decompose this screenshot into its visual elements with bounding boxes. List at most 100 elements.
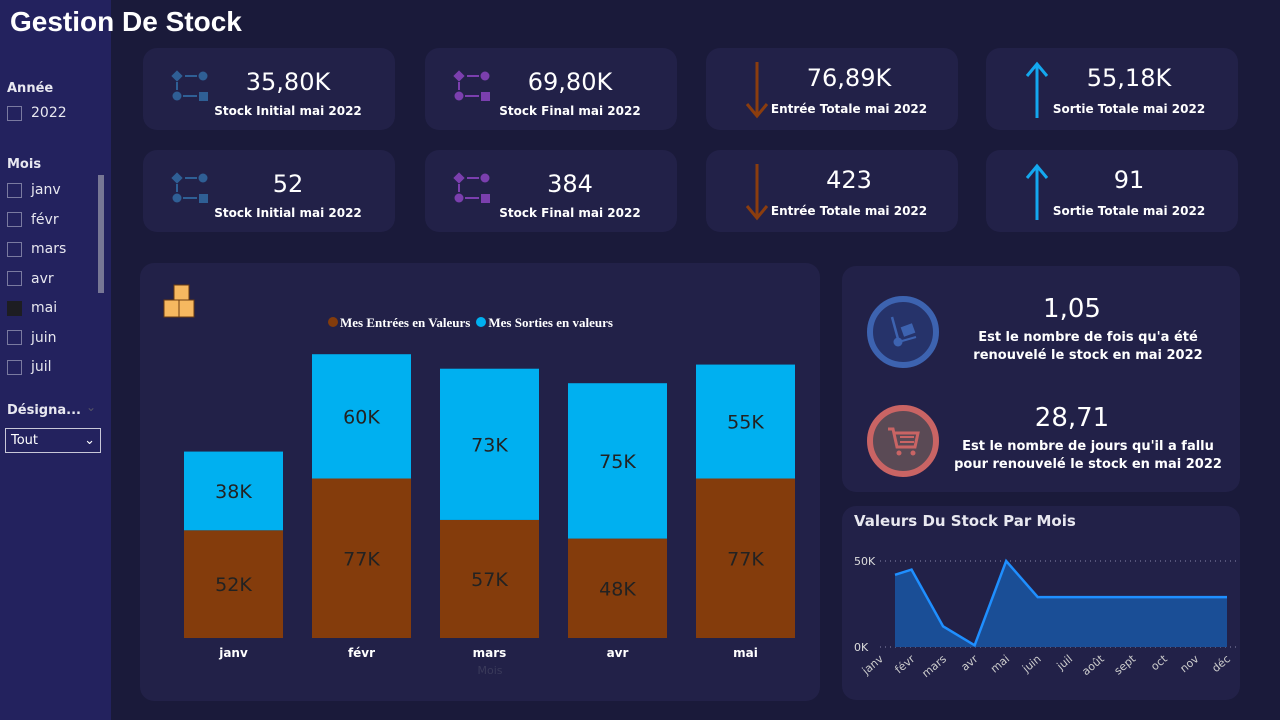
kpi-card: 35,80K Stock Initial mai 2022	[143, 48, 395, 130]
flow-icon	[453, 170, 491, 210]
filter-item-label: juin	[31, 329, 57, 346]
kpi-label: Stock Final mai 2022	[499, 104, 641, 118]
kpi-card: 69,80K Stock Final mai 2022	[425, 48, 677, 130]
filter-item-label: mai	[31, 300, 58, 316]
arrow-down-icon	[742, 60, 772, 124]
bar-entrees[interactable]	[568, 538, 667, 638]
chart-legend: Mes Entrées en Valeurs Mes Sorties en va…	[328, 315, 613, 331]
data-label: 38K	[215, 481, 252, 503]
arrow-down-icon	[742, 162, 772, 226]
filter-item-label: janv	[31, 182, 61, 198]
bar-sorties[interactable]	[696, 364, 795, 479]
mois-label: Mois	[7, 157, 42, 172]
boxes-icon	[163, 284, 195, 318]
checkbox[interactable]	[7, 300, 22, 316]
arrow-up-icon	[1022, 162, 1052, 226]
ratio-value: 28,71	[1034, 403, 1110, 433]
x-tick-label: janv	[218, 646, 248, 660]
flow-icon	[171, 170, 209, 210]
filter-item-label: juil	[31, 359, 52, 375]
data-label: 55K	[727, 412, 764, 434]
checkbox[interactable]	[7, 359, 22, 375]
kpi-label: Stock Final mai 2022	[499, 206, 641, 220]
bar-entrees[interactable]	[312, 478, 411, 639]
data-label: 60K	[343, 406, 380, 428]
kpi-card: 55,18K Sortie Totale mai 2022	[986, 48, 1238, 130]
filter-sidebar: Année 2022 Mois janv févr mars avr mai juin ju…	[0, 0, 111, 720]
kpi-label: Sortie Totale mai 2022	[1052, 204, 1206, 218]
shopping-cart-icon	[867, 405, 939, 477]
kpi-value: 52	[272, 170, 304, 198]
kpi-value: 35,80K	[245, 68, 331, 96]
bar-entrees[interactable]	[696, 478, 795, 639]
filter-item-label: avr	[31, 270, 54, 287]
ratio-value: 1,05	[1043, 294, 1101, 324]
kpi-label: Stock Initial mai 2022	[214, 104, 362, 118]
x-tick-label: mai	[733, 646, 758, 660]
filter-item-label: févr	[31, 211, 59, 228]
bar-sorties[interactable]	[184, 451, 283, 531]
filter-item-juil[interactable]: juil	[7, 359, 52, 375]
checkbox[interactable]	[7, 182, 22, 198]
kpi-card: 423 Entrée Totale mai 2022	[706, 150, 958, 232]
kpi-value: 76,89K	[806, 64, 892, 92]
kpi-label: Stock Initial mai 2022	[214, 206, 362, 220]
x-tick-label: mars	[473, 646, 507, 660]
data-label: 52K	[215, 574, 252, 596]
legend-entrees[interactable]: Mes Entrées en Valeurs	[328, 315, 470, 331]
kpi-value: 91	[1113, 166, 1145, 194]
checkbox[interactable]	[7, 330, 22, 345]
arrow-up-icon	[1022, 60, 1052, 124]
designation-label: Désigna...	[7, 403, 81, 418]
kpi-value: 384	[547, 170, 593, 198]
kpi-card: 52 Stock Initial mai 2022	[143, 150, 395, 232]
x-axis-label: Mois	[477, 664, 502, 677]
flow-icon	[453, 68, 491, 108]
kpi-label: Sortie Totale mai 2022	[1052, 102, 1206, 116]
ratio-label: Est le nombre de jours qu'il a fallu pour…	[954, 439, 1222, 472]
kpi-label: Entrée Totale mai 2022	[770, 204, 928, 218]
kpi-card: 76,89K Entrée Totale mai 2022	[706, 48, 958, 130]
kpi-card: 384 Stock Final mai 2022	[425, 150, 677, 232]
kpi-label: Entrée Totale mai 2022	[770, 102, 928, 116]
bar-sorties[interactable]	[440, 368, 539, 520]
legend-sorties[interactable]: Mes Sorties en valeurs	[476, 315, 613, 331]
filter-item-avr[interactable]: avr	[7, 271, 54, 287]
annee-label: Année	[7, 81, 54, 96]
checkbox[interactable]	[7, 105, 22, 121]
flow-icon	[171, 68, 209, 108]
filter-item-label: mars	[31, 241, 67, 257]
kpi-value: 423	[826, 166, 872, 194]
checkbox[interactable]	[7, 241, 22, 257]
filter-item-2022[interactable]: 2022	[7, 105, 67, 121]
checkbox[interactable]	[7, 212, 22, 227]
checkbox[interactable]	[7, 271, 22, 286]
bar-entrees[interactable]	[184, 530, 283, 638]
filter-item-mai[interactable]: mai	[7, 300, 57, 316]
bar-sorties[interactable]	[568, 383, 667, 539]
filter-item-févr[interactable]: févr	[7, 212, 59, 228]
hand-truck-icon	[867, 296, 939, 368]
dropdown-value: Tout	[11, 433, 39, 448]
chart-title: Valeurs Du Stock Par Mois	[854, 512, 1076, 530]
data-label: 77K	[343, 548, 380, 570]
ratio-label: Est le nombre de fois qu'a été renouvelé …	[973, 330, 1203, 363]
bar-entrees[interactable]	[440, 519, 539, 638]
x-tick-label: avr	[607, 646, 629, 660]
kpi-card: 91 Sortie Totale mai 2022	[986, 150, 1238, 232]
x-tick-label: févr	[348, 646, 375, 660]
stock-value-chart: Valeurs Du Stock Par Mois	[842, 506, 1240, 700]
mois-scrollbar[interactable]	[98, 175, 104, 293]
kpi-value: 69,80K	[527, 68, 613, 96]
filter-item-janv[interactable]: janv	[7, 182, 61, 198]
page-title: Gestion De Stock	[10, 6, 242, 37]
chevron-down-icon[interactable]: ⌄	[86, 400, 97, 414]
filter-item-mars[interactable]: mars	[7, 241, 66, 257]
kpi-value: 55,18K	[1086, 64, 1172, 92]
bar-sorties[interactable]	[312, 354, 411, 479]
data-label: 48K	[599, 578, 636, 600]
chevron-down-icon: ⌄	[84, 433, 95, 448]
designation-dropdown[interactable]: Tout ⌄	[5, 428, 101, 453]
filter-item-juin[interactable]: juin	[7, 330, 57, 346]
